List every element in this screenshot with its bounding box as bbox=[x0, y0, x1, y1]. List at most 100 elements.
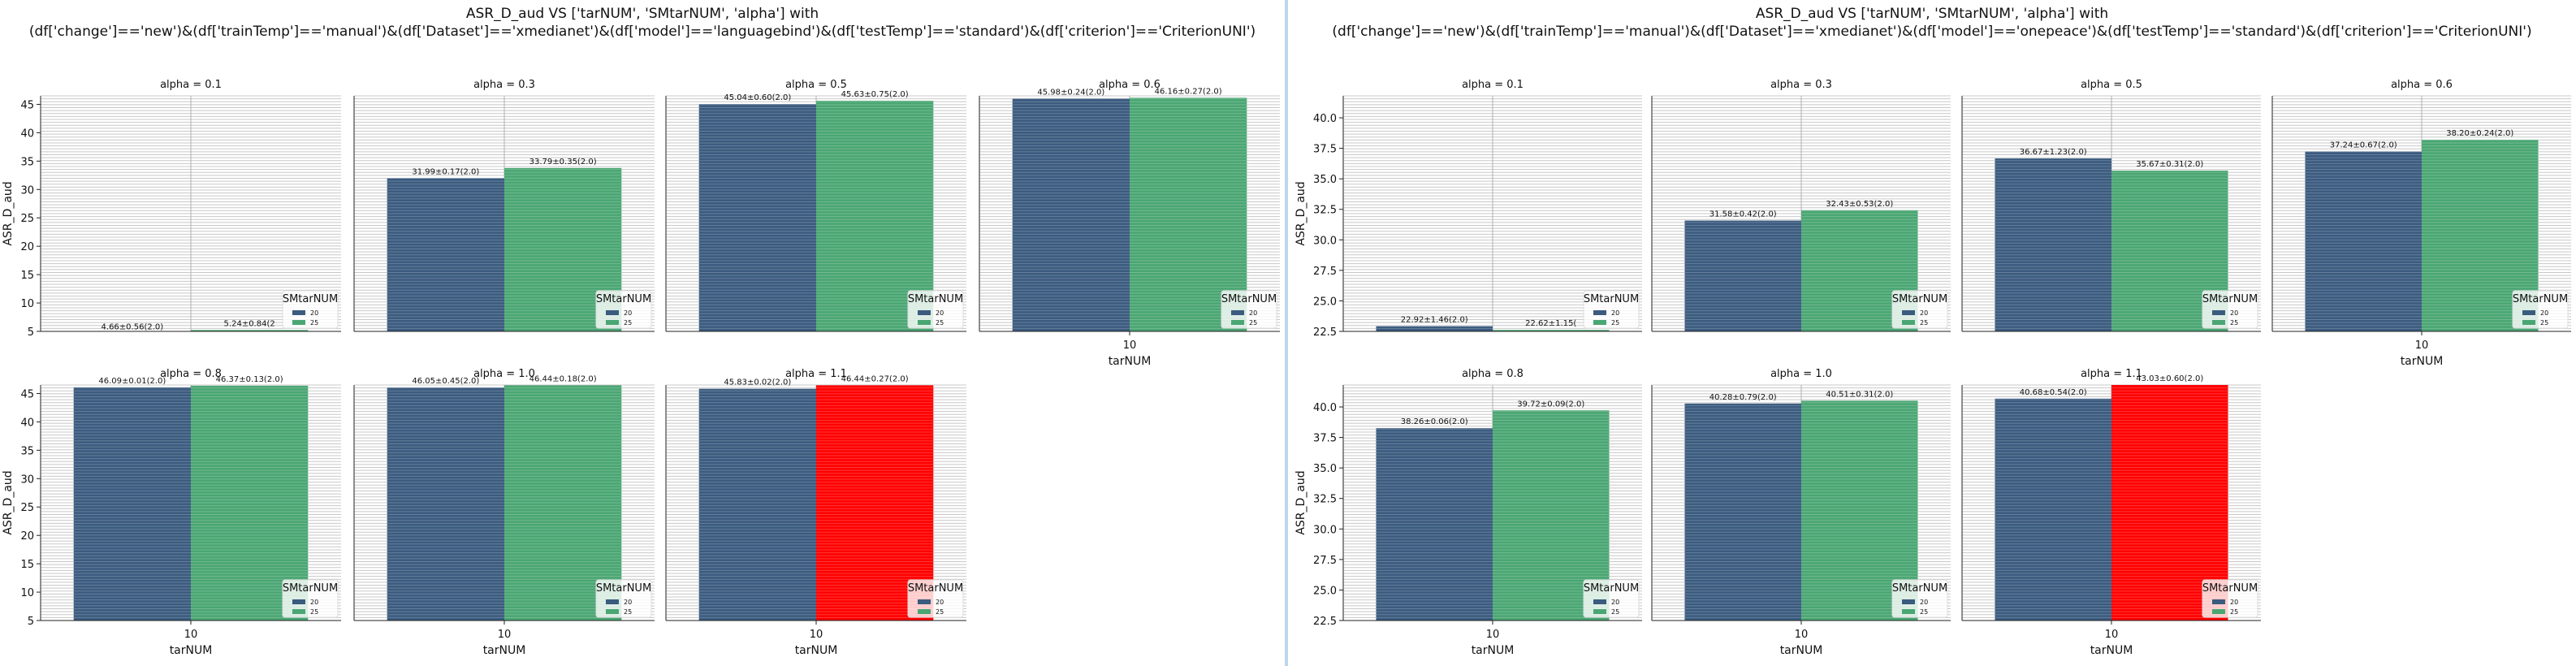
legend-entry-label: 20 bbox=[1611, 599, 1619, 606]
legend-swatch bbox=[918, 320, 931, 325]
legend-entry-label: 25 bbox=[624, 608, 632, 616]
legend-entry-label: 25 bbox=[1920, 319, 1928, 327]
legend: SMtarNUM 20 25 bbox=[2202, 579, 2258, 618]
panel-title: alpha = 1.0 bbox=[1770, 368, 1832, 380]
legend-entry-label: 25 bbox=[1249, 319, 1257, 327]
legend-box bbox=[1583, 579, 1640, 618]
panel-title: alpha = 0.1 bbox=[1462, 79, 1524, 91]
y-tick-label: 35 bbox=[20, 445, 34, 457]
bar-gridlines bbox=[504, 169, 622, 332]
legend-box bbox=[2202, 579, 2258, 618]
x-tick-label: 10 bbox=[2105, 629, 2119, 641]
bar bbox=[387, 387, 504, 621]
x-tick-label: 10 bbox=[1486, 629, 1500, 641]
y-axis-label: ASR_D_aud bbox=[1294, 181, 1307, 245]
legend-swatch bbox=[2212, 599, 2225, 604]
bar-value-label: 38.20±0.24(2.0) bbox=[2446, 129, 2513, 138]
legend-entry-label: 20 bbox=[310, 309, 318, 317]
legend-entry-label: 20 bbox=[936, 309, 944, 317]
subplot-panel: alpha = 1.1 40.68±0.54(2.0) 43.03±0.60(2.0… bbox=[1961, 368, 2261, 657]
bar bbox=[1376, 326, 1493, 331]
bar-value-label: 33.79±0.35(2.0) bbox=[529, 158, 597, 166]
bar bbox=[1376, 428, 1493, 621]
bar-value-label: 37.24±0.67(2.0) bbox=[2330, 141, 2397, 150]
bar-value-label: 45.04±0.60(2.0) bbox=[724, 93, 791, 102]
legend-entry-label: 25 bbox=[936, 608, 944, 616]
legend-box bbox=[1583, 290, 1640, 329]
legend: SMtarNUM 20 25 bbox=[1583, 579, 1640, 618]
legend-title: SMtarNUM bbox=[908, 293, 963, 305]
legend-title: SMtarNUM bbox=[1892, 293, 1947, 305]
legend-swatch bbox=[606, 320, 619, 325]
legend-box bbox=[2202, 290, 2258, 329]
legend-swatch bbox=[918, 599, 931, 604]
y-tick-label: 32.5 bbox=[1313, 494, 1337, 506]
subplot-panel: alpha = 1.145.83±0.02(2.0) 46.44±0.27(2.0… bbox=[665, 368, 966, 657]
y-tick-label: 30 bbox=[20, 474, 34, 486]
bar-value-label: 46.44±0.27(2.0) bbox=[841, 374, 909, 383]
figure-languagebind: ASR_D_aud VS ['tarNUM', 'SMtarNUM', 'alp… bbox=[0, 0, 1285, 666]
bar-value-label: 38.26±0.06(2.0) bbox=[1401, 417, 1468, 426]
panel-title: alpha = 0.8 bbox=[160, 368, 222, 380]
bar-value-label: 31.58±0.42(2.0) bbox=[1709, 210, 1777, 219]
legend-title: SMtarNUM bbox=[2202, 582, 2258, 595]
y-tick-label: 5 bbox=[28, 616, 34, 628]
legend-title: SMtarNUM bbox=[1584, 293, 1639, 305]
y-tick-label: 35.0 bbox=[1313, 463, 1337, 475]
legend-box bbox=[595, 579, 652, 618]
legend-entry-label: 25 bbox=[624, 319, 632, 327]
window-divider bbox=[1285, 0, 1288, 666]
y-tick-label: 30.0 bbox=[1313, 524, 1337, 536]
legend-swatch bbox=[292, 599, 305, 604]
x-axis-label: tarNUM bbox=[1109, 355, 1152, 368]
bar-gridlines bbox=[1801, 210, 1918, 332]
legend-entry-label: 20 bbox=[936, 599, 944, 606]
legend: SMtarNUM 20 25 bbox=[282, 290, 339, 329]
bar-value-label: 40.28±0.79(2.0) bbox=[1709, 393, 1777, 402]
panel-title: alpha = 1.0 bbox=[473, 368, 535, 380]
legend-title: SMtarNUM bbox=[908, 582, 963, 595]
legend-entry-label: 25 bbox=[1611, 608, 1619, 616]
y-tick-label: 25.0 bbox=[1313, 296, 1337, 308]
bar bbox=[191, 330, 309, 331]
bar-gridlines bbox=[698, 390, 816, 621]
legend-entry-label: 25 bbox=[1611, 319, 1619, 327]
bar-value-label: 46.05±0.45(2.0) bbox=[412, 377, 479, 386]
legend-entry-label: 20 bbox=[2230, 309, 2238, 317]
legend-title: SMtarNUM bbox=[596, 582, 651, 595]
legend-box bbox=[2512, 290, 2569, 329]
bar-gridlines bbox=[1376, 428, 1493, 621]
y-tick-label: 40.0 bbox=[1313, 402, 1337, 414]
y-tick-label: 30.0 bbox=[1313, 235, 1337, 247]
legend-entry-label: 20 bbox=[624, 309, 632, 317]
panel-title: alpha = 1.1 bbox=[785, 368, 847, 380]
legend-entry-label: 20 bbox=[1920, 599, 1928, 606]
y-tick-label: 25 bbox=[20, 213, 34, 225]
legend-box bbox=[1221, 290, 1277, 329]
y-tick-label: 32.5 bbox=[1313, 205, 1337, 217]
legend-entry-label: 25 bbox=[936, 319, 944, 327]
subplot-panel: alpha = 0.5 45.04±0.60(2.0) 45.63±0.75(2.0… bbox=[665, 79, 966, 332]
bar-value-label: 22.62±1.15( bbox=[1525, 319, 1576, 328]
x-axis-label: tarNUM bbox=[170, 644, 213, 657]
y-tick-label: 15 bbox=[20, 559, 34, 571]
subplot-panel: alpha = 0.3 31.58±0.42(2.0) 32.43±0.53(2.0… bbox=[1651, 79, 1951, 332]
legend-box bbox=[1891, 290, 1948, 329]
y-tick-label: 25 bbox=[20, 502, 34, 514]
bar-value-label: 4.66±0.56(2.0) bbox=[102, 322, 164, 331]
subplot-panel: alpha = 0.846.09±0.01(2.0) 46.37±0.13(2.0… bbox=[2, 368, 341, 657]
x-tick-label: 10 bbox=[810, 629, 823, 641]
bar bbox=[698, 388, 816, 621]
legend-swatch bbox=[292, 310, 305, 315]
bar-gridlines bbox=[698, 104, 816, 332]
bar-gridlines bbox=[387, 387, 504, 621]
figure-title-line2: (df['change']=='new')&(df['trainTemp']==… bbox=[28, 24, 1256, 40]
y-tick-label: 22.5 bbox=[1313, 327, 1337, 339]
legend-swatch bbox=[918, 310, 931, 315]
bar-value-label: 45.83±0.02(2.0) bbox=[724, 378, 791, 387]
figure-title-line2: (df['change']=='new')&(df['trainTemp']==… bbox=[1332, 24, 2532, 40]
x-axis-label: tarNUM bbox=[1780, 644, 1823, 657]
bar-gridlines bbox=[2111, 387, 2228, 621]
legend-entry-label: 20 bbox=[2540, 309, 2548, 317]
legend-title: SMtarNUM bbox=[2202, 293, 2258, 305]
